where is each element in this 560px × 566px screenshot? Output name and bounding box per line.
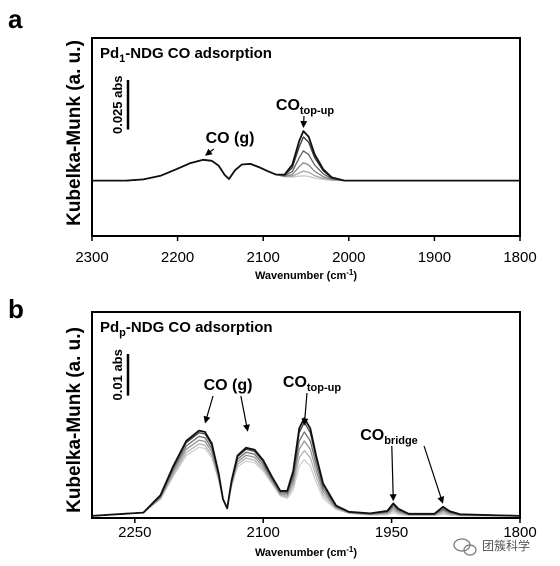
watermark: 团簇科学	[453, 538, 530, 556]
panel-b-x-tick-label: 1800	[503, 524, 536, 541]
panel-b-plot-frame	[91, 311, 521, 519]
panel-b-x-tick-label: 2250	[118, 524, 151, 541]
panel-a-plot-frame	[91, 37, 521, 237]
panel-b-series-1-line	[91, 446, 520, 517]
panel-a-x-tick-label: 1800	[503, 249, 536, 266]
panel-b-x-tick-label: 2100	[247, 524, 280, 541]
panel-a-x-tick-label: 2300	[75, 249, 108, 266]
panel-b-annotation-arrow	[423, 445, 445, 504]
wechat-icon	[453, 538, 477, 556]
panel-a-x-tick-label: 1900	[418, 249, 451, 266]
panel-b-x-tick-label: 1950	[375, 524, 408, 541]
panel-b-title: Pdp-NDG CO adsorption	[100, 319, 273, 339]
panel-a-series-5-line	[92, 136, 520, 182]
panel-b-peak-label: CO (g)	[204, 377, 253, 394]
panel-a-annotation-arrow	[300, 115, 308, 129]
panel-a-x-tick-label: 2100	[247, 249, 280, 266]
panel-a-series-6-line	[92, 130, 520, 182]
panel-a-y-axis-label: Kubelka-Munk (a. u.)	[64, 40, 85, 226]
watermark-text: 团簇科学	[482, 538, 530, 553]
panel-b-annotation-arrow	[203, 395, 214, 424]
panel-b-annotations: CO (g) COtop-up CObridge	[204, 374, 445, 504]
panel-a-annotations: CO (g) COtop-up	[204, 97, 334, 156]
panel-a-plot-area	[92, 130, 520, 182]
panel-a-scale-bar-label: 0.025 abs	[110, 75, 125, 134]
panel-b-letter: b	[8, 294, 24, 324]
panel-b-series-3-line	[91, 439, 521, 517]
panel-a-peak-label: CO (g)	[206, 130, 255, 147]
panel-b-scale-bar: 0.01 abs	[110, 349, 130, 400]
panel-a-x-tick-label: 2200	[161, 249, 194, 266]
panel-a-peak-label: COtop-up	[276, 97, 334, 117]
panel-b-annotation-arrow	[240, 395, 250, 432]
panel-b-scale-bar-label: 0.01 abs	[110, 349, 125, 400]
panel-a-x-tick-label: 2000	[332, 249, 365, 266]
panel-b-series-6-line	[91, 417, 521, 517]
panel-b-x-axis-label: Wavenumber (cm-1)	[255, 545, 357, 559]
panel-b-annotation-arrow	[301, 392, 309, 426]
panel-a-x-axis-label: Wavenumber (cm-1)	[255, 268, 357, 282]
panel-a-annotation-arrow	[204, 148, 215, 156]
panel-b-x-ticks: 2250 2100 1950 1800	[118, 518, 537, 541]
panel-b-peak-label: CObridge	[360, 427, 418, 447]
panel-b-plot-area	[91, 417, 521, 517]
panel-b-peak-label: COtop-up	[283, 374, 341, 394]
panel-b-y-axis-label: Kubelka-Munk (a. u.)	[64, 327, 85, 513]
panel-b-annotation-arrow	[389, 445, 397, 502]
panel-a: a Kubelka-Munk (a. u.) Pd1-NDG CO adsorp…	[8, 4, 537, 282]
panel-a-letter: a	[8, 4, 23, 34]
panel-a-title: Pd1-NDG CO adsorption	[100, 45, 272, 65]
panel-b-series-4-line	[91, 431, 521, 517]
panel-b: b Kubelka-Munk (a. u.) Pdp-NDG CO adsorp…	[8, 294, 537, 559]
panel-b-series-2-line	[91, 443, 521, 517]
panel-a-x-ticks: 2300 2200 2100 2000 1900 1800	[75, 236, 537, 266]
panel-a-scale-bar: 0.025 abs	[110, 75, 130, 134]
